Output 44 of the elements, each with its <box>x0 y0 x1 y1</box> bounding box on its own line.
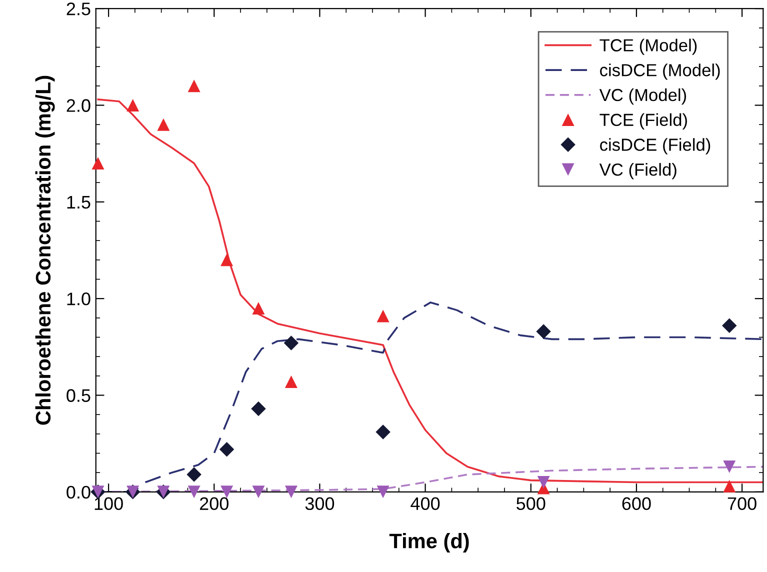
point <box>188 80 200 92</box>
y-tick-label: 2.0 <box>66 99 90 112</box>
point <box>284 336 299 350</box>
point <box>376 310 390 322</box>
y-tick-label: 0.0 <box>66 486 90 499</box>
y-axis-title: Chloroethene Concentration (mg/L) <box>35 76 55 425</box>
y-tick-label: 2.5 <box>66 2 90 16</box>
y-tick-label: 1.5 <box>67 196 90 209</box>
legend-label: cisDCE (Field) <box>600 138 710 154</box>
x-tick-label: 700 <box>728 497 756 510</box>
point <box>220 254 234 266</box>
point <box>126 99 140 112</box>
x-axis-title: Time (d) <box>389 533 469 552</box>
x-tick-label: 400 <box>410 497 440 510</box>
legend-label: TCE (Model) <box>600 38 697 55</box>
point <box>537 476 550 489</box>
point <box>723 460 736 474</box>
legend-label: VC (Field) <box>599 163 676 180</box>
point <box>220 486 234 498</box>
point <box>251 401 266 416</box>
x-tick-label: 200 <box>200 497 228 510</box>
y-tick-label: 1.0 <box>67 292 90 306</box>
point <box>376 424 390 440</box>
point <box>219 442 234 457</box>
point <box>284 486 298 498</box>
point <box>723 480 736 492</box>
point <box>157 118 170 131</box>
point <box>186 467 202 482</box>
point <box>284 375 298 388</box>
legend-label: cisDCE (Model) <box>600 64 720 80</box>
point <box>188 486 200 498</box>
x-tick-label: 300 <box>305 497 334 510</box>
point <box>536 324 551 339</box>
point <box>376 486 390 498</box>
point <box>92 157 104 170</box>
x-tick-label: 500 <box>516 497 546 510</box>
y-tick-label: 0.5 <box>66 389 90 402</box>
x-tick-label: 100 <box>94 497 123 510</box>
point <box>252 302 265 314</box>
x-tick-label: 600 <box>622 497 651 510</box>
point <box>722 318 737 334</box>
legend-label: TCE (Field) <box>600 113 687 130</box>
legend-label: VC (Model) <box>599 88 686 105</box>
point <box>252 486 265 498</box>
